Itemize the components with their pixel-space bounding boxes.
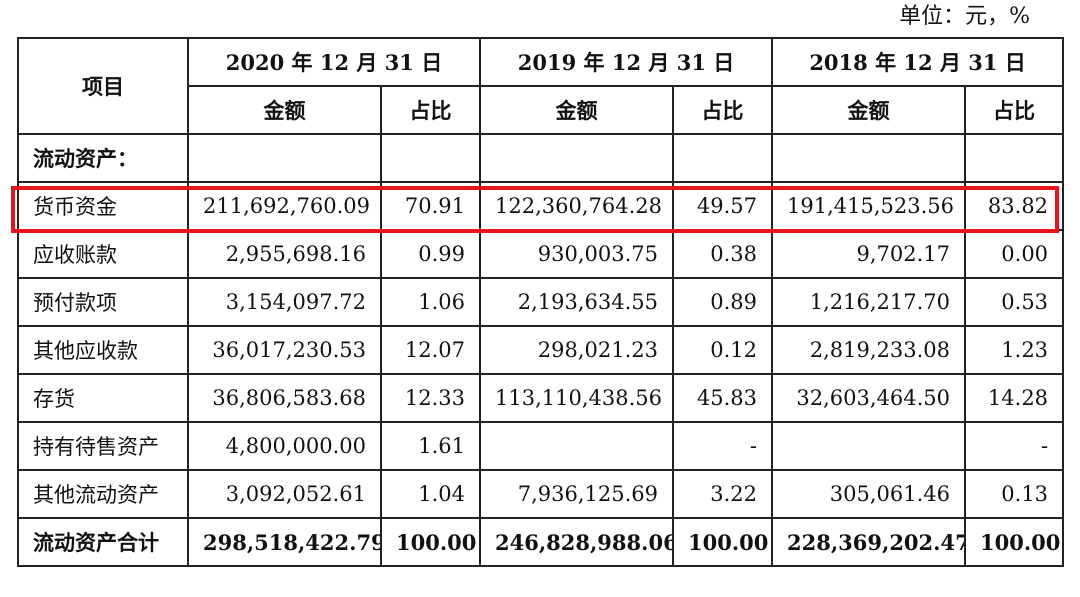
row-label: 应收账款 xyxy=(17,229,189,279)
ratio-cell: - xyxy=(964,421,1065,471)
empty-cell xyxy=(771,133,967,183)
ratio-cell: 1.23 xyxy=(964,325,1065,375)
ratio-cell: 100.00 xyxy=(672,517,774,567)
empty-cell xyxy=(379,133,482,183)
ratio-cell: 12.33 xyxy=(379,373,482,423)
header-ratio: 占比 xyxy=(964,85,1065,135)
current-assets-table: 项目 2020 年 12 月 31 日 2019 年 12 月 31 日 201… xyxy=(17,37,1065,567)
row-label: 其他应收款 xyxy=(17,325,189,375)
table-row: 预付款项 3,154,097.72 1.06 2,193,634.55 0.89 1,21… xyxy=(17,277,1065,327)
ratio-cell: - xyxy=(672,421,774,471)
amount-cell: 228,369,202.47 xyxy=(771,517,967,567)
amount-cell: 7,936,125.69 xyxy=(479,469,675,519)
ratio-cell: 100.00 xyxy=(964,517,1065,567)
amount-cell: 211,692,760.09 xyxy=(187,181,382,231)
amount-cell: 305,061.46 xyxy=(771,469,967,519)
amount-cell: 3,092,052.61 xyxy=(187,469,382,519)
total-row: 流动资产合计 298,518,422.79 100.00 246,828,988… xyxy=(17,517,1065,567)
header-ratio: 占比 xyxy=(379,85,482,135)
section-row: 流动资产： xyxy=(17,133,1065,183)
amount-cell: 298,518,422.79 xyxy=(187,517,382,567)
row-label: 其他流动资产 xyxy=(17,469,189,519)
ratio-cell: 0.13 xyxy=(964,469,1065,519)
amount-cell: 246,828,988.06 xyxy=(479,517,675,567)
ratio-cell: 1.04 xyxy=(379,469,482,519)
empty-cell xyxy=(964,133,1065,183)
header-item: 项目 xyxy=(17,37,189,135)
table-row: 持有待售资产 4,800,000.00 1.61 - - xyxy=(17,421,1065,471)
row-label: 流动资产合计 xyxy=(17,517,189,567)
empty-cell xyxy=(479,133,675,183)
data-rows: 货币资金 211,692,760.09 70.91 122,360,764.28 49.… xyxy=(17,181,1065,519)
ratio-cell: 0.00 xyxy=(964,229,1065,279)
section-label: 流动资产： xyxy=(17,133,189,183)
amount-cell: 32,603,464.50 xyxy=(771,373,967,423)
header-date-2018: 2018 年 12 月 31 日 xyxy=(771,37,1065,87)
amount-cell xyxy=(771,421,967,471)
amount-cell: 930,003.75 xyxy=(479,229,675,279)
ratio-cell: 49.57 xyxy=(672,181,774,231)
amount-cell: 113,110,438.56 xyxy=(479,373,675,423)
header-amount: 金额 xyxy=(187,85,382,135)
header-amount: 金额 xyxy=(771,85,967,135)
amount-cell: 122,360,764.28 xyxy=(479,181,675,231)
ratio-cell: 12.07 xyxy=(379,325,482,375)
ratio-cell: 0.89 xyxy=(672,277,774,327)
amount-cell: 298,021.23 xyxy=(479,325,675,375)
amount-cell: 9,702.17 xyxy=(771,229,967,279)
amount-cell: 4,800,000.00 xyxy=(187,421,382,471)
amount-cell: 36,017,230.53 xyxy=(187,325,382,375)
table-row: 货币资金 211,692,760.09 70.91 122,360,764.28 49.… xyxy=(17,181,1065,231)
ratio-cell: 1.06 xyxy=(379,277,482,327)
row-label: 预付款项 xyxy=(17,277,189,327)
ratio-cell: 100.00 xyxy=(379,517,482,567)
row-label: 货币资金 xyxy=(17,181,189,231)
unit-label: 单位：元，% xyxy=(899,4,1030,29)
header-date-2020: 2020 年 12 月 31 日 xyxy=(186,37,482,87)
table-row: 其他流动资产 3,092,052.61 1.04 7,936,125.69 3.22 30… xyxy=(17,469,1065,519)
amount-cell: 2,193,634.55 xyxy=(479,277,675,327)
ratio-cell: 0.12 xyxy=(672,325,774,375)
header-amount: 金额 xyxy=(479,85,675,135)
table-row: 应收账款 2,955,698.16 0.99 930,003.75 0.38 9,702.… xyxy=(17,229,1065,279)
table-row: 存货 36,806,583.68 12.33 113,110,438.56 45.83 3… xyxy=(17,373,1065,423)
empty-cell xyxy=(187,133,382,183)
amount-cell: 2,819,233.08 xyxy=(771,325,967,375)
amount-cell: 36,806,583.68 xyxy=(187,373,382,423)
amount-cell: 2,955,698.16 xyxy=(187,229,382,279)
ratio-cell: 83.82 xyxy=(964,181,1065,231)
amount-cell: 3,154,097.72 xyxy=(187,277,382,327)
ratio-cell: 0.53 xyxy=(964,277,1065,327)
empty-cell xyxy=(672,133,774,183)
header-row-dates: 项目 2020 年 12 月 31 日 2019 年 12 月 31 日 201… xyxy=(17,37,1065,135)
row-label: 存货 xyxy=(17,373,189,423)
ratio-cell: 0.99 xyxy=(379,229,482,279)
ratio-cell: 14.28 xyxy=(964,373,1065,423)
row-label: 持有待售资产 xyxy=(17,421,189,471)
table-row: 其他应收款 36,017,230.53 12.07 298,021.23 0.12 2,8… xyxy=(17,325,1065,375)
ratio-cell: 1.61 xyxy=(379,421,482,471)
amount-cell xyxy=(479,421,675,471)
header-row-columns: 金额 占比 金额 占比 金额 占比 xyxy=(18,85,1065,135)
ratio-cell: 70.91 xyxy=(379,181,482,231)
header-date-2019: 2019 年 12 月 31 日 xyxy=(479,37,774,87)
ratio-cell: 0.38 xyxy=(672,229,774,279)
amount-cell: 1,216,217.70 xyxy=(771,277,967,327)
header-ratio: 占比 xyxy=(672,85,774,135)
ratio-cell: 45.83 xyxy=(672,373,774,423)
amount-cell: 191,415,523.56 xyxy=(771,181,967,231)
ratio-cell: 3.22 xyxy=(672,469,774,519)
